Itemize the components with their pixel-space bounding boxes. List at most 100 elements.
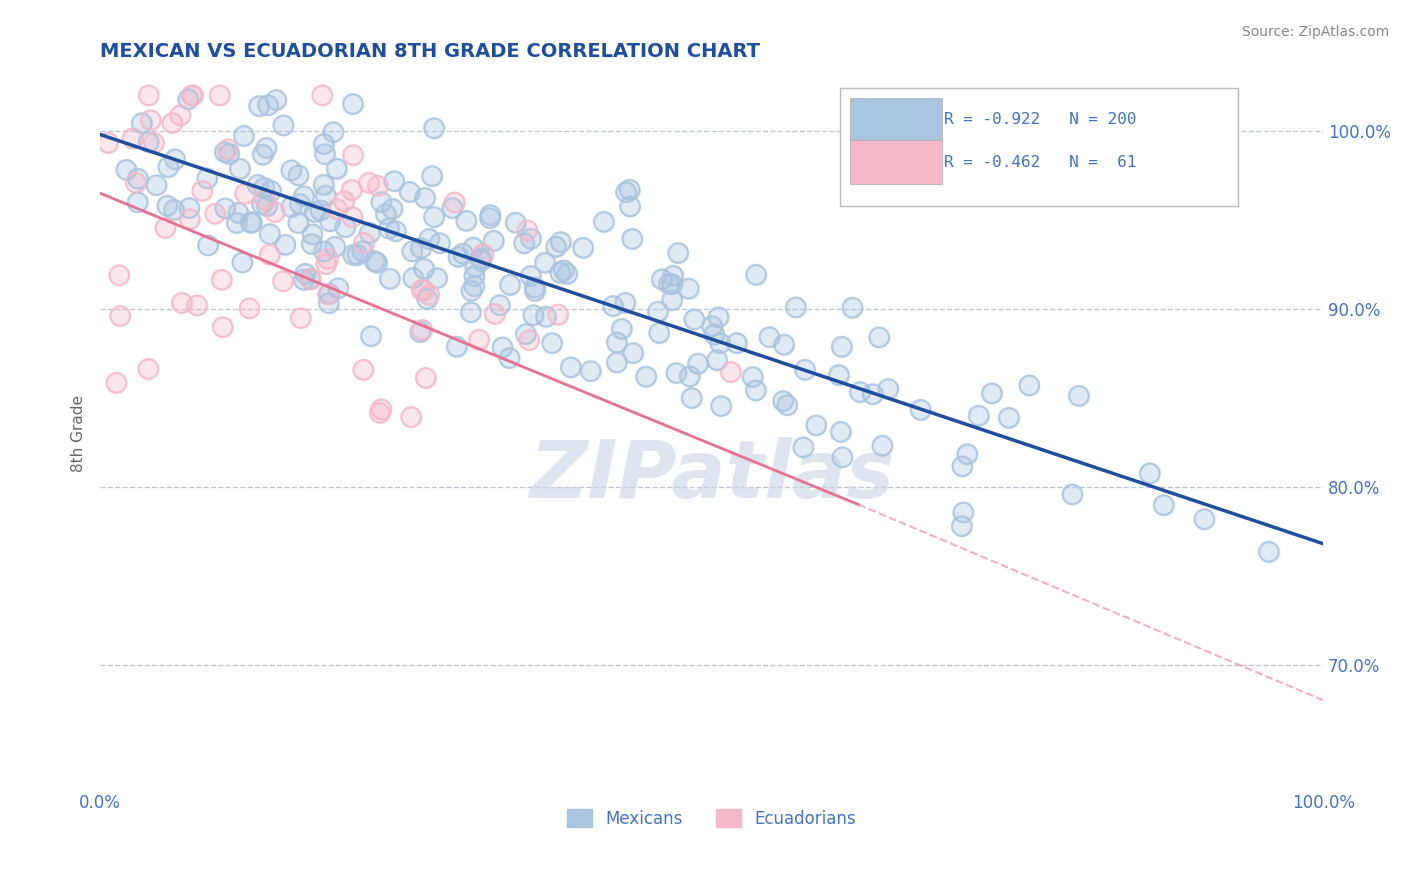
Point: [592, 215, 614, 229]
Point: [231, 255, 253, 269]
Point: [980, 386, 1002, 401]
Point: [287, 169, 309, 183]
FancyBboxPatch shape: [839, 88, 1237, 206]
Point: [482, 234, 505, 248]
Point: [621, 232, 644, 246]
Point: [498, 351, 520, 365]
Point: [710, 399, 733, 413]
Point: [301, 236, 323, 251]
Point: [309, 203, 332, 218]
Point: [541, 335, 564, 350]
Point: [367, 178, 389, 193]
Point: [447, 250, 470, 264]
Point: [155, 220, 177, 235]
Point: [703, 327, 725, 342]
Point: [274, 237, 297, 252]
Point: [378, 221, 401, 235]
Point: [124, 176, 146, 190]
Point: [686, 357, 709, 371]
Point: [319, 214, 342, 228]
Point: [517, 333, 540, 347]
Point: [661, 293, 683, 307]
Point: [263, 205, 285, 219]
Point: [484, 307, 506, 321]
Point: [686, 357, 709, 371]
Point: [253, 180, 276, 194]
Point: [312, 136, 335, 151]
Text: R = -0.922   N = 200: R = -0.922 N = 200: [943, 112, 1136, 127]
Point: [745, 268, 768, 282]
Point: [316, 287, 339, 301]
Point: [413, 261, 436, 276]
Point: [108, 309, 131, 323]
Point: [678, 369, 700, 384]
Point: [294, 267, 316, 281]
Point: [280, 200, 302, 214]
Point: [211, 272, 233, 286]
Point: [318, 286, 340, 301]
Point: [197, 238, 219, 252]
Point: [225, 216, 247, 230]
Point: [513, 236, 536, 251]
Point: [359, 226, 381, 240]
Point: [872, 438, 894, 452]
Point: [398, 185, 420, 199]
Point: [416, 292, 439, 306]
Point: [706, 353, 728, 368]
Point: [232, 128, 254, 143]
Point: [131, 116, 153, 130]
Point: [572, 241, 595, 255]
Point: [463, 279, 485, 293]
Point: [301, 227, 323, 242]
Point: [342, 210, 364, 224]
Point: [831, 450, 853, 465]
Point: [186, 298, 208, 312]
Point: [661, 277, 683, 291]
Point: [318, 286, 340, 301]
Point: [745, 384, 768, 398]
Point: [211, 272, 233, 286]
Point: [426, 271, 449, 285]
Point: [463, 279, 485, 293]
Point: [138, 362, 160, 376]
Point: [290, 311, 312, 326]
Point: [254, 141, 277, 155]
Point: [776, 398, 799, 412]
Point: [523, 284, 546, 298]
Point: [328, 281, 350, 295]
Point: [352, 244, 374, 259]
Point: [342, 148, 364, 162]
Point: [127, 171, 149, 186]
Point: [299, 272, 322, 286]
Point: [312, 178, 335, 192]
Point: [517, 333, 540, 347]
Point: [333, 194, 356, 208]
Point: [233, 186, 256, 201]
Point: [1153, 498, 1175, 512]
Point: [271, 274, 294, 288]
Point: [231, 255, 253, 269]
Point: [411, 283, 433, 297]
Point: [579, 364, 602, 378]
Point: [470, 252, 492, 266]
Point: [411, 323, 433, 337]
Point: [280, 163, 302, 178]
Point: [250, 197, 273, 211]
Point: [214, 202, 236, 216]
Point: [228, 206, 250, 220]
Point: [534, 255, 557, 269]
Point: [316, 252, 339, 266]
Point: [370, 402, 392, 417]
Point: [211, 320, 233, 334]
Point: [318, 296, 340, 310]
Point: [413, 191, 436, 205]
Point: [541, 335, 564, 350]
Point: [700, 319, 723, 334]
Point: [555, 267, 578, 281]
Point: [443, 195, 465, 210]
Point: [225, 216, 247, 230]
Point: [411, 283, 433, 297]
Point: [868, 330, 890, 344]
Point: [240, 215, 263, 229]
Point: [299, 272, 322, 286]
